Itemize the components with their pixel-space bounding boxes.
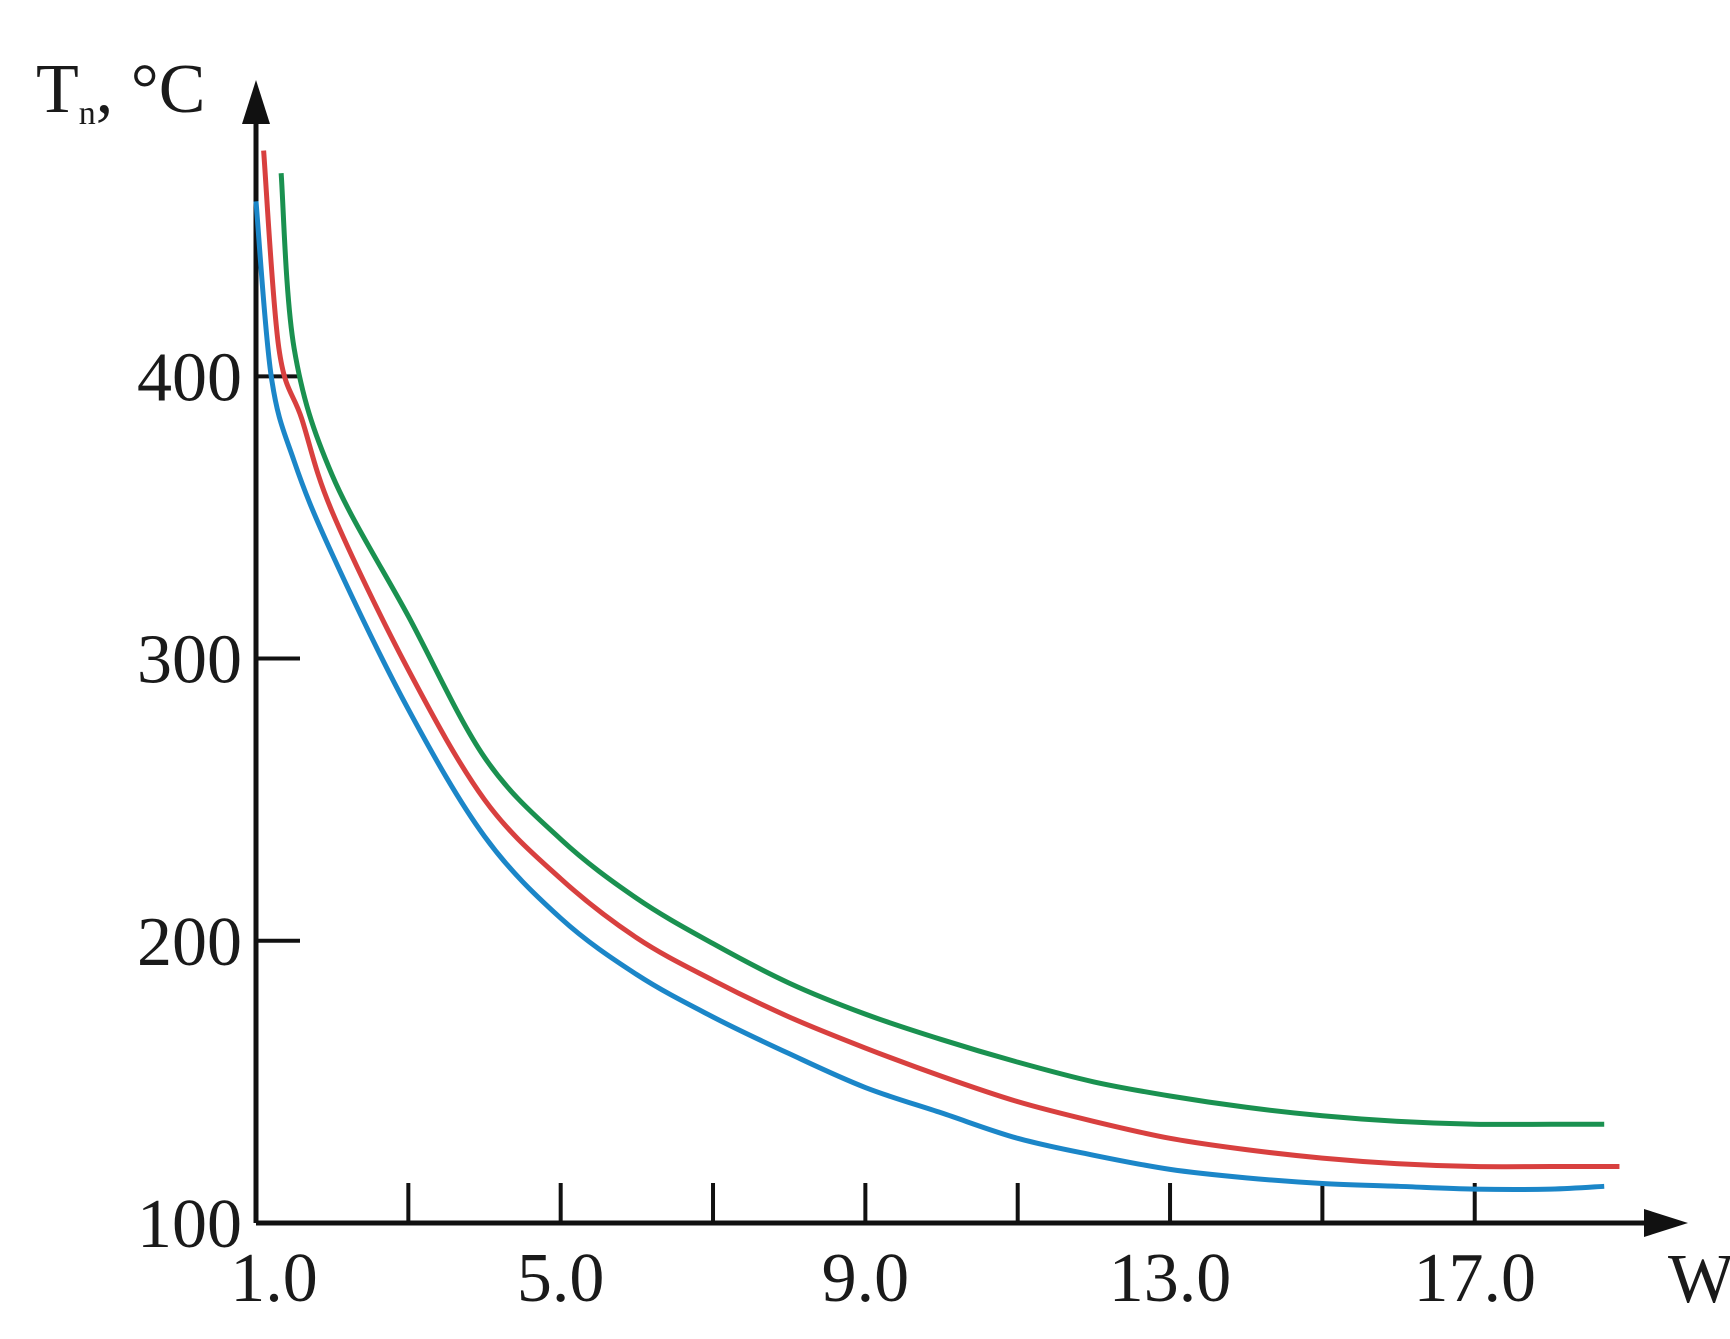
y-tick-label: 300: [137, 622, 242, 699]
series-line: [253, 201, 1605, 1192]
y-axis-arrow: [242, 80, 270, 124]
y-tick-label: 400: [137, 339, 242, 416]
x-tick-label: 1.0: [230, 1240, 318, 1317]
x-axis-label: W: [1668, 1241, 1730, 1318]
x-tick-label: 17.0: [1413, 1240, 1536, 1317]
x-tick-label: 5.0: [517, 1240, 605, 1317]
y-tick-label: 100: [137, 1186, 242, 1263]
series-line: [261, 150, 1620, 1170]
x-axis-arrow: [1644, 1209, 1688, 1237]
series-line: [278, 172, 1605, 1127]
y-label-symbol: T: [36, 51, 79, 128]
y-axis-label: Tn, °C: [36, 51, 205, 132]
x-tick-label: 9.0: [822, 1240, 910, 1317]
y-tick-label: 200: [137, 904, 242, 981]
y-label-unit: , °C: [96, 51, 206, 128]
x-tick-label: 13.0: [1109, 1240, 1232, 1317]
y-label-subscript: n: [79, 95, 96, 132]
